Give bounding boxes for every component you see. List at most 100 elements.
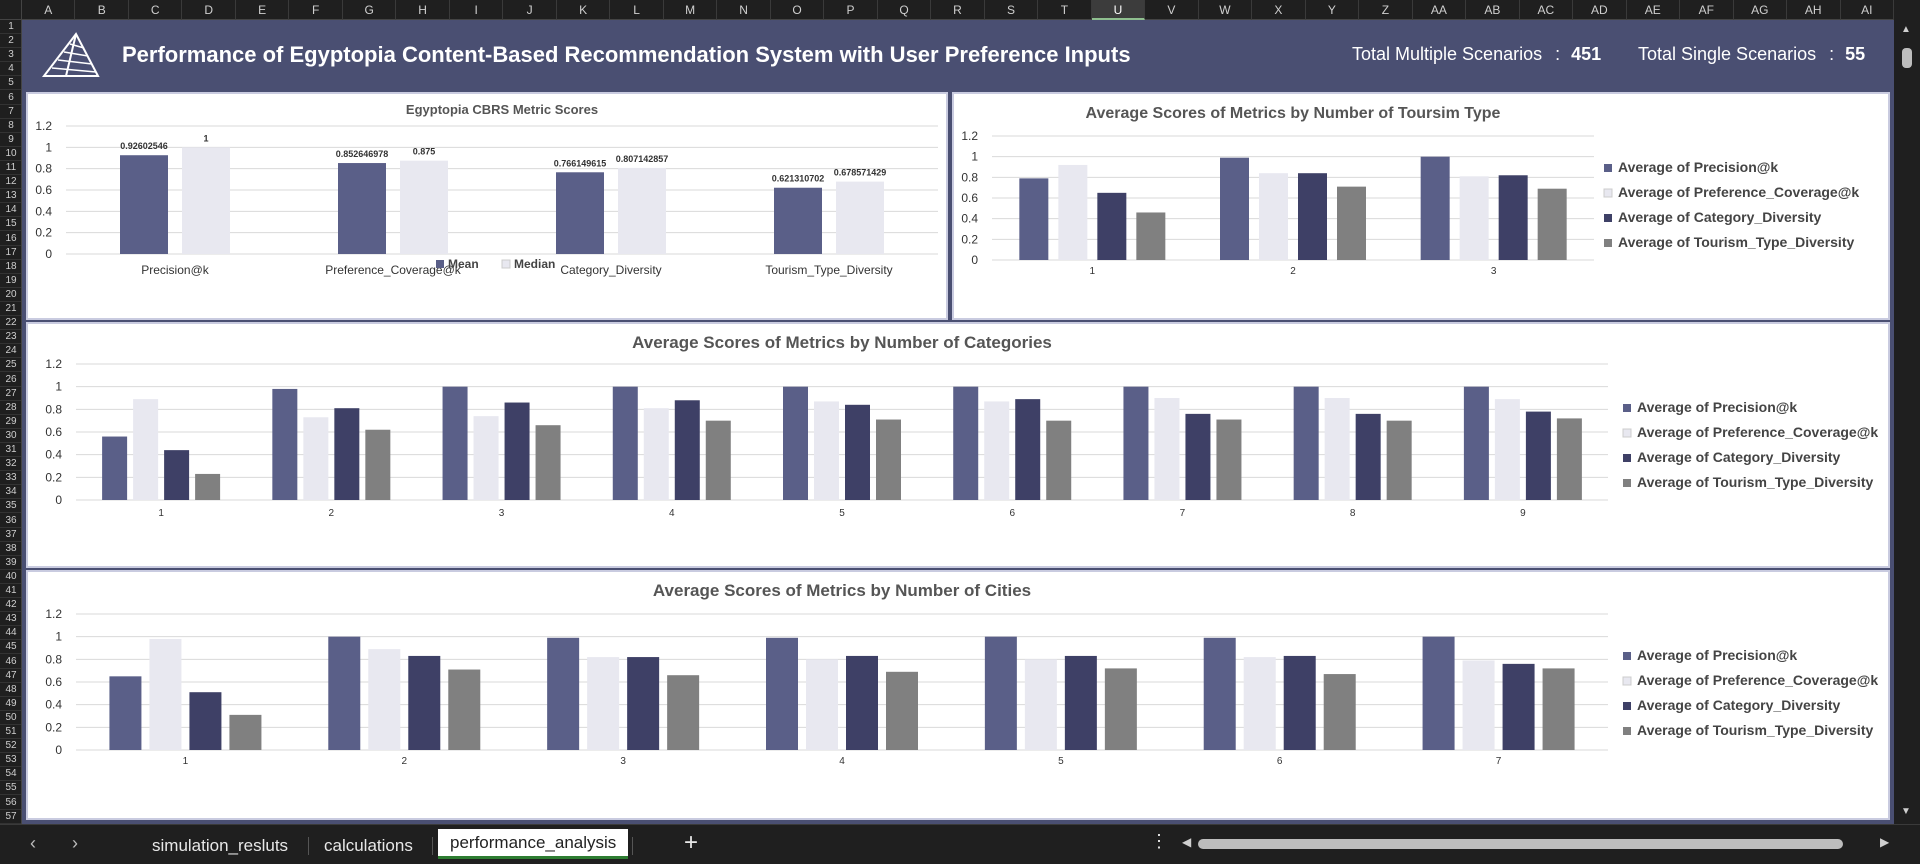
chart-panel-metric-scores[interactable]: Egyptopia CBRS Metric Scores 0 0.2 0.4 0.6 0.… — [26, 92, 948, 320]
row-header-27[interactable]: 27 — [0, 387, 21, 401]
row-header-35[interactable]: 35 — [0, 499, 21, 514]
column-header-ac[interactable]: AC — [1519, 0, 1574, 20]
row-header-15[interactable]: 15 — [0, 217, 21, 232]
row-header-19[interactable]: 19 — [0, 274, 21, 288]
column-header-ae[interactable]: AE — [1626, 0, 1681, 20]
column-header-r[interactable]: R — [931, 0, 985, 20]
row-header-45[interactable]: 45 — [0, 640, 21, 655]
row-header-37[interactable]: 37 — [0, 528, 21, 542]
row-header-49[interactable]: 49 — [0, 697, 21, 711]
column-header-d[interactable]: D — [182, 0, 236, 20]
column-header-k[interactable]: K — [556, 0, 611, 20]
row-header-39[interactable]: 39 — [0, 556, 21, 570]
row-header-46[interactable]: 46 — [0, 655, 21, 669]
row-header-14[interactable]: 14 — [0, 203, 21, 218]
row-header-20[interactable]: 20 — [0, 288, 21, 302]
row-header-25[interactable]: 25 — [0, 358, 21, 373]
column-header-h[interactable]: H — [396, 0, 450, 20]
column-header-g[interactable]: G — [342, 0, 397, 20]
column-header-z[interactable]: Z — [1359, 0, 1413, 20]
column-header-i[interactable]: I — [449, 0, 504, 20]
row-header-24[interactable]: 24 — [0, 344, 21, 359]
vertical-scroll-thumb[interactable] — [1902, 48, 1912, 68]
column-header-o[interactable]: O — [770, 0, 825, 20]
column-header-n[interactable]: N — [717, 0, 771, 20]
column-header-u[interactable]: U — [1091, 0, 1146, 20]
row-header-52[interactable]: 52 — [0, 739, 21, 754]
column-header-ab[interactable]: AB — [1466, 0, 1520, 20]
row-header-26[interactable]: 26 — [0, 373, 21, 387]
column-header-ai[interactable]: AI — [1840, 0, 1894, 20]
row-header-55[interactable]: 55 — [0, 781, 21, 796]
chart-panel-categories[interactable]: Average Scores of Metrics by Number of C… — [26, 322, 1890, 568]
row-header-29[interactable]: 29 — [0, 415, 21, 429]
row-header-11[interactable]: 11 — [0, 161, 21, 175]
row-header-53[interactable]: 53 — [0, 753, 21, 768]
add-sheet-icon[interactable]: + — [684, 829, 699, 856]
row-header-13[interactable]: 13 — [0, 189, 21, 204]
horizontal-scroll-track[interactable] — [1198, 839, 1868, 849]
row-header-12[interactable]: 12 — [0, 175, 21, 190]
scroll-down-icon[interactable]: ▼ — [1901, 806, 1911, 817]
column-header-v[interactable]: V — [1145, 0, 1199, 20]
sheet-tab-calculations[interactable]: calculations — [324, 836, 413, 855]
row-header-38[interactable]: 38 — [0, 542, 21, 556]
column-header-w[interactable]: W — [1198, 0, 1253, 20]
row-header-16[interactable]: 16 — [0, 232, 21, 246]
horizontal-scroll-thumb[interactable] — [1198, 839, 1843, 849]
row-header-28[interactable]: 28 — [0, 401, 21, 415]
horizontal-scrollbar[interactable]: ◀ ▶ — [1180, 835, 1890, 853]
column-header-p[interactable]: P — [824, 0, 878, 20]
vertical-scrollbar[interactable]: ▲ ▼ — [1894, 20, 1920, 824]
prev-sheet-icon[interactable]: ‹ — [30, 833, 36, 853]
row-header-1[interactable]: 1 — [0, 20, 21, 34]
column-header-e[interactable]: E — [235, 0, 290, 20]
row-header-34[interactable]: 34 — [0, 485, 21, 500]
row-header-31[interactable]: 31 — [0, 443, 21, 457]
row-header-22[interactable]: 22 — [0, 316, 21, 331]
sheet-tab-simulation-resluts[interactable]: simulation_resluts — [152, 836, 289, 855]
row-header-44[interactable]: 44 — [0, 626, 21, 641]
row-header-48[interactable]: 48 — [0, 683, 21, 697]
row-header-42[interactable]: 42 — [0, 598, 21, 613]
row-header-5[interactable]: 5 — [0, 76, 21, 91]
row-header-41[interactable]: 41 — [0, 584, 21, 598]
chart-panel-tourism-type[interactable]: Average Scores of Metrics by Number of T… — [952, 92, 1890, 320]
sheet-tab-performance-analysis[interactable]: performance_analysis — [438, 829, 629, 859]
row-header-56[interactable]: 56 — [0, 796, 21, 810]
column-header-y[interactable]: Y — [1305, 0, 1360, 20]
row-header-47[interactable]: 47 — [0, 669, 21, 683]
row-header-40[interactable]: 40 — [0, 570, 21, 584]
select-all-corner[interactable] — [0, 0, 22, 20]
column-header-x[interactable]: X — [1252, 0, 1306, 20]
row-header-7[interactable]: 7 — [0, 105, 21, 119]
scroll-left-icon[interactable]: ◀ — [1182, 835, 1192, 849]
more-options-icon[interactable]: ⋮ — [1150, 831, 1168, 851]
row-header-23[interactable]: 23 — [0, 330, 21, 345]
row-header-10[interactable]: 10 — [0, 147, 21, 161]
scroll-up-icon[interactable]: ▲ — [1901, 24, 1911, 35]
column-header-m[interactable]: M — [663, 0, 718, 20]
row-header-17[interactable]: 17 — [0, 246, 21, 260]
column-header-ah[interactable]: AH — [1787, 0, 1841, 20]
row-header-54[interactable]: 54 — [0, 767, 21, 782]
row-header-36[interactable]: 36 — [0, 514, 21, 528]
next-sheet-icon[interactable]: › — [72, 833, 78, 853]
row-header-51[interactable]: 51 — [0, 725, 21, 739]
column-header-af[interactable]: AF — [1680, 0, 1734, 20]
row-header-9[interactable]: 9 — [0, 133, 21, 147]
row-header-30[interactable]: 30 — [0, 429, 21, 443]
row-header-32[interactable]: 32 — [0, 457, 21, 472]
row-header-57[interactable]: 57 — [0, 810, 21, 824]
column-header-j[interactable]: J — [503, 0, 557, 20]
column-header-t[interactable]: T — [1038, 0, 1092, 20]
row-header-3[interactable]: 3 — [0, 48, 21, 63]
row-header-21[interactable]: 21 — [0, 302, 21, 316]
scroll-right-icon[interactable]: ▶ — [1880, 835, 1890, 849]
row-header-4[interactable]: 4 — [0, 62, 21, 77]
row-header-8[interactable]: 8 — [0, 119, 21, 133]
row-header-18[interactable]: 18 — [0, 260, 21, 274]
chart-panel-cities[interactable]: Average Scores of Metrics by Number of C… — [26, 570, 1890, 820]
column-header-ag[interactable]: AG — [1733, 0, 1788, 20]
column-header-aa[interactable]: AA — [1412, 0, 1467, 20]
